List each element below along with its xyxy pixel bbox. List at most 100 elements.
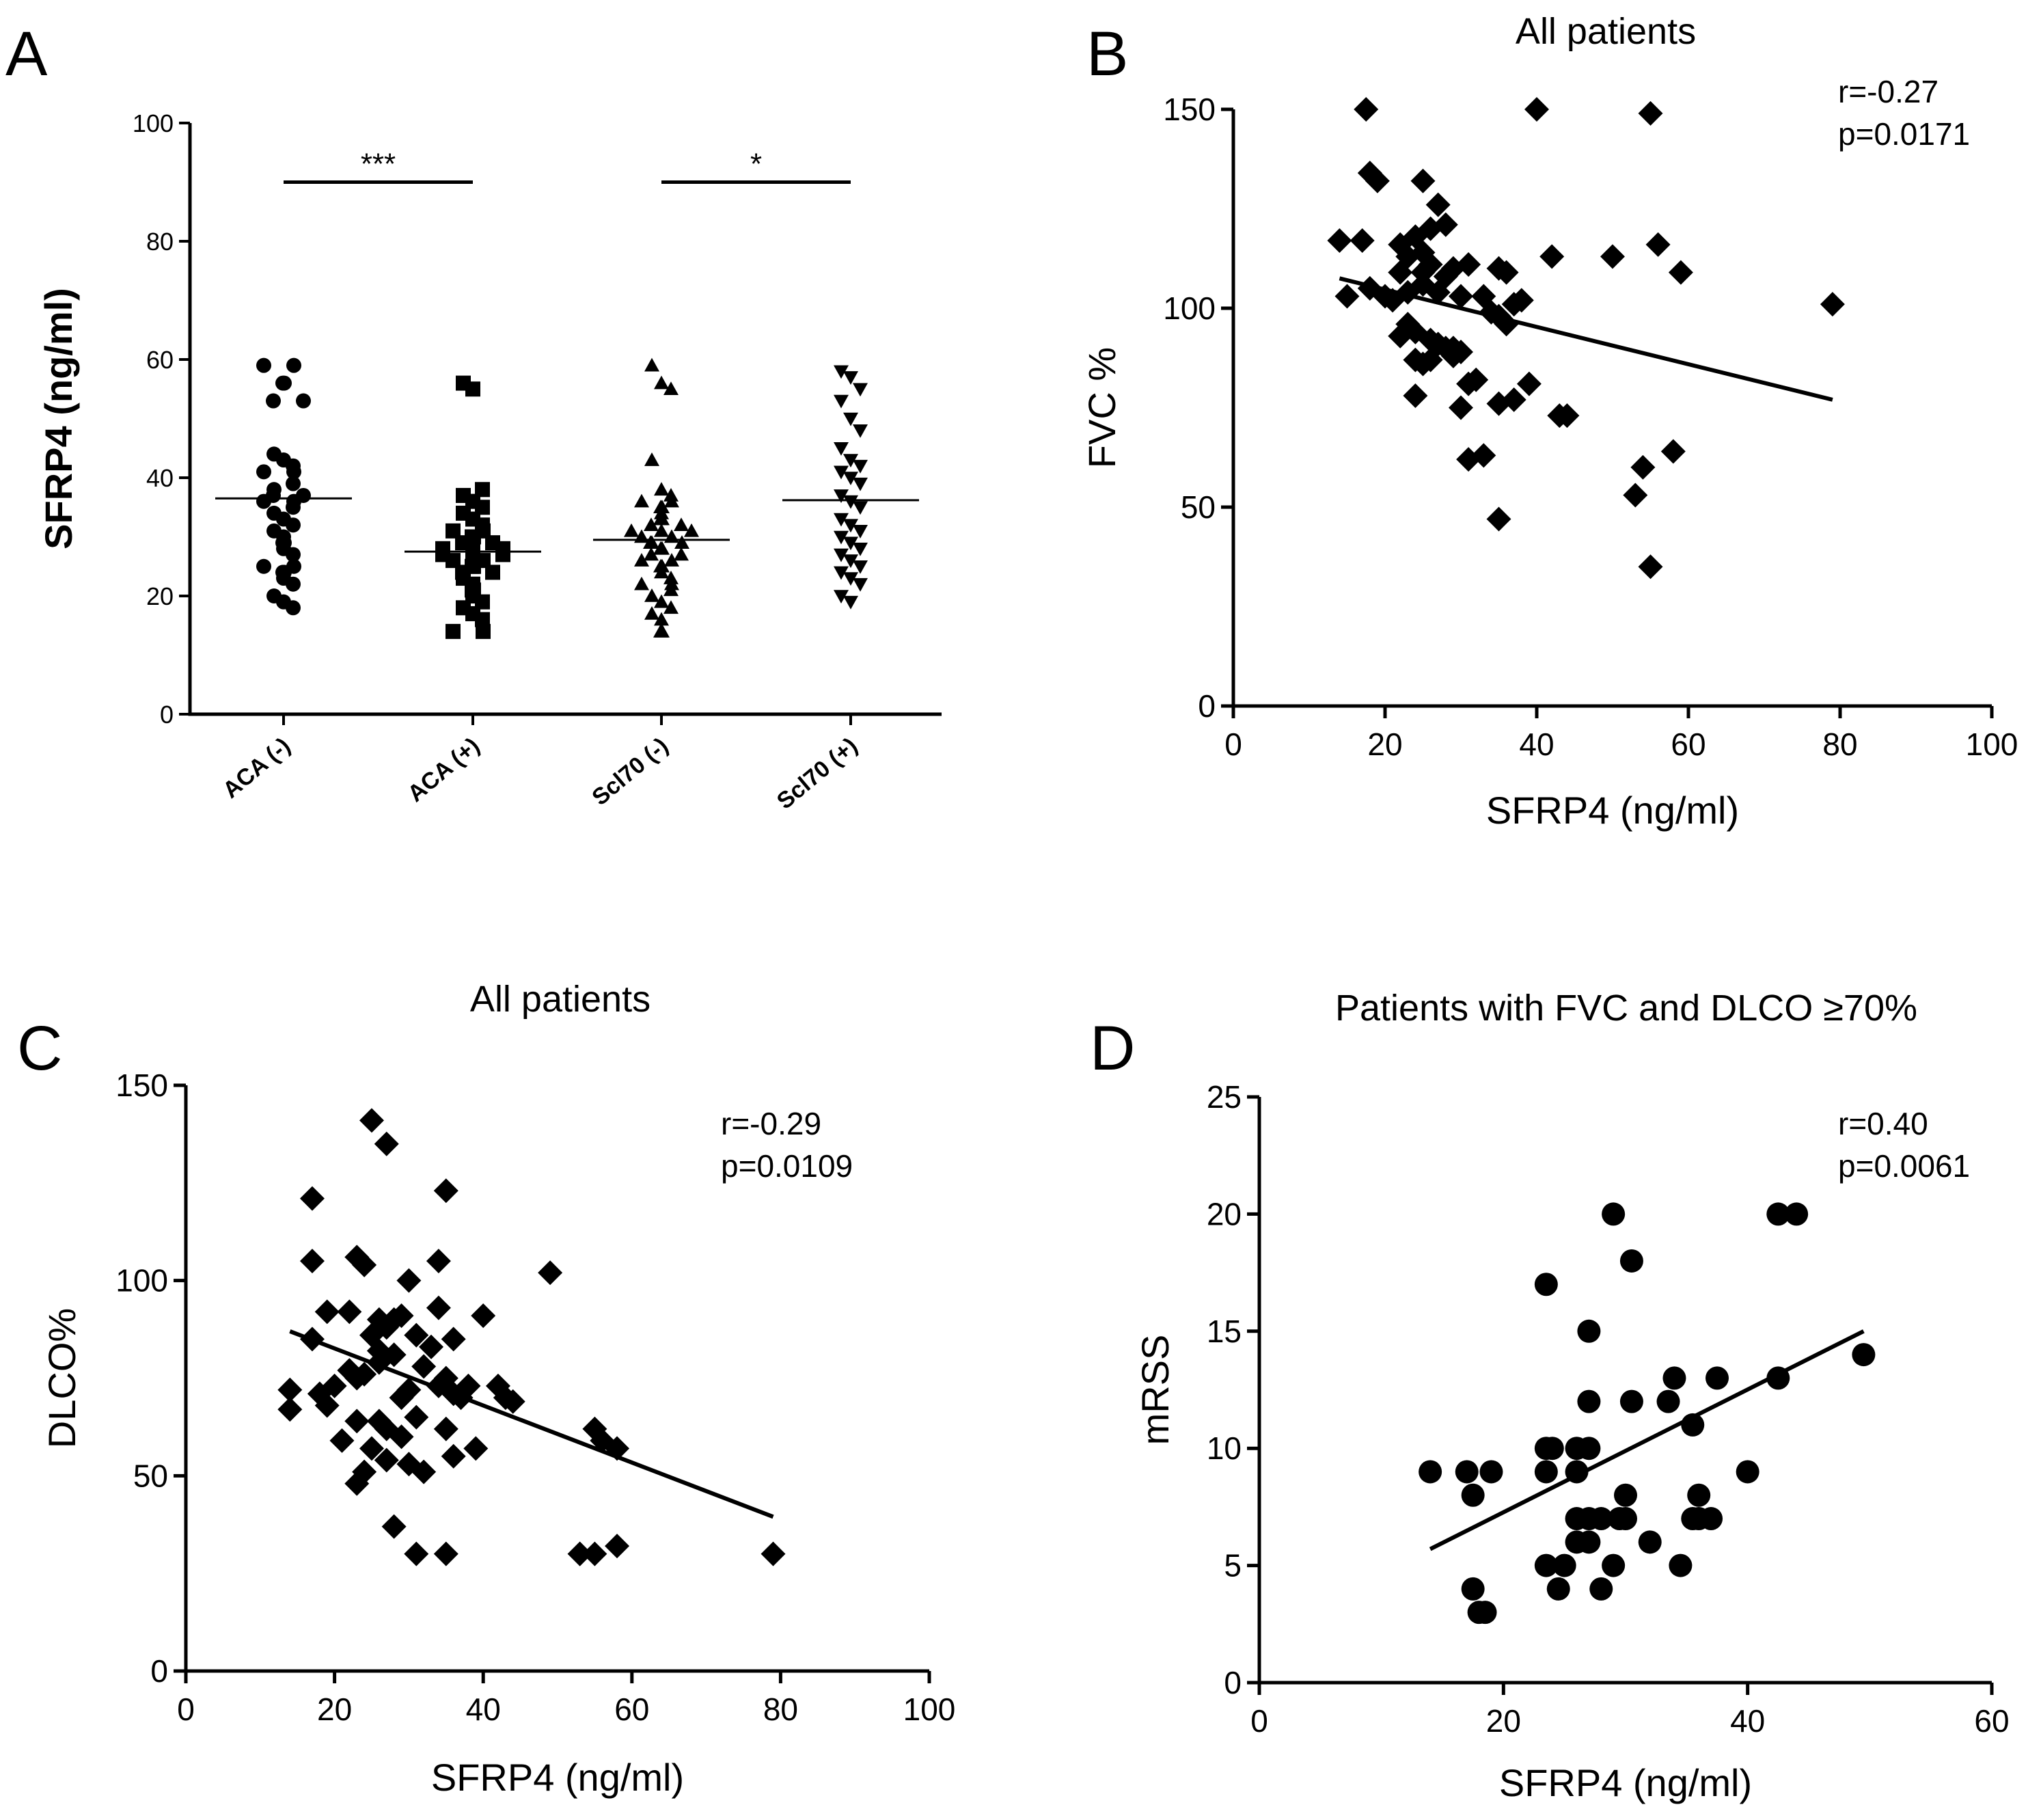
data-point xyxy=(404,1404,429,1430)
panel-b-chart: All patients 0 20 40 60 80 100 0 50 100 150 SFRP4… xyxy=(1080,11,2018,832)
data-point xyxy=(1473,1601,1497,1625)
y-tick-label: 25 xyxy=(1207,1079,1242,1115)
x-tick-label: 40 xyxy=(466,1692,501,1727)
panel-c-title: All patients xyxy=(470,979,650,1020)
significance-label: * xyxy=(750,148,762,181)
data-point xyxy=(1509,288,1534,313)
data-point xyxy=(1534,1273,1558,1296)
data-point xyxy=(654,505,669,519)
panel-b-stat-r: r=-0.27 xyxy=(1838,74,1939,109)
panel-b-regression-line xyxy=(1339,276,1833,402)
x-tick-label: 20 xyxy=(317,1692,352,1727)
y-tick-label: 80 xyxy=(146,228,174,256)
data-point xyxy=(853,459,868,474)
panel-b-points xyxy=(1327,97,1845,580)
data-point xyxy=(1554,403,1580,429)
data-point xyxy=(1602,1202,1626,1226)
y-tick-label: 0 xyxy=(1198,688,1216,724)
data-point xyxy=(1630,454,1656,480)
data-point xyxy=(1577,1530,1601,1554)
panel-d-ticks: 0 20 40 60 0 5 10 15 20 25 xyxy=(1207,1079,2010,1739)
data-point xyxy=(1540,1437,1564,1461)
data-point xyxy=(655,541,670,555)
panel-c-stat-p: p=0.0109 xyxy=(721,1148,853,1184)
data-point xyxy=(582,1541,607,1566)
panel-b-axes xyxy=(1231,109,1992,708)
data-point xyxy=(277,1397,303,1422)
panel-b-x-axis-label: SFRP4 (ng/ml) xyxy=(1486,789,1739,832)
data-point xyxy=(634,493,649,508)
panel-c-stat-r: r=-0.29 xyxy=(721,1106,821,1141)
data-point xyxy=(381,1514,407,1539)
data-point xyxy=(1334,284,1360,309)
y-tick-label: 100 xyxy=(1163,290,1216,326)
data-point xyxy=(834,442,849,456)
data-point xyxy=(1419,1460,1442,1484)
data-point xyxy=(1455,1460,1479,1484)
data-point xyxy=(654,612,669,626)
data-point xyxy=(664,493,679,508)
data-point xyxy=(286,357,301,373)
data-point xyxy=(1456,252,1481,277)
x-tick-label: 80 xyxy=(1822,726,1857,762)
data-point xyxy=(286,547,301,562)
data-point xyxy=(1660,439,1686,464)
y-tick-label: 50 xyxy=(1181,489,1216,525)
data-point xyxy=(843,412,858,426)
data-point xyxy=(1327,228,1352,254)
panel-d-points xyxy=(1419,1202,1876,1625)
panel-c-ticks: 0 20 40 60 80 100 0 50 100 150 xyxy=(115,1068,955,1727)
data-point xyxy=(381,1342,407,1368)
data-point xyxy=(674,547,689,561)
panel-c-y-axis-label: DLCO% xyxy=(40,1308,83,1448)
x-tick-label: 100 xyxy=(1966,726,2018,762)
data-point xyxy=(1479,1460,1503,1484)
data-point xyxy=(853,560,868,574)
y-tick-label: 5 xyxy=(1224,1548,1242,1584)
data-point xyxy=(624,523,639,537)
data-point xyxy=(634,576,649,590)
data-point xyxy=(834,394,849,409)
data-point xyxy=(286,476,301,491)
data-point xyxy=(1706,1366,1729,1390)
data-point xyxy=(1552,1553,1576,1577)
y-tick-label: 100 xyxy=(133,109,174,137)
data-point xyxy=(853,578,868,592)
data-point xyxy=(441,1443,466,1469)
data-point xyxy=(500,1389,525,1414)
data-point xyxy=(374,1448,399,1473)
data-point xyxy=(381,1307,407,1332)
y-tick-label: 150 xyxy=(115,1068,168,1103)
data-point xyxy=(475,482,490,498)
data-point xyxy=(1669,1553,1693,1577)
data-point xyxy=(644,357,659,372)
data-point xyxy=(286,500,301,515)
data-point xyxy=(1577,1389,1601,1413)
panel-d-regression-line xyxy=(1429,1329,1865,1551)
data-point xyxy=(644,606,659,620)
panel-d-title: Patients with FVC and DLCO ≥70% xyxy=(1335,988,1917,1029)
data-point xyxy=(843,371,858,385)
data-point xyxy=(389,1424,414,1450)
panel-label-a: A xyxy=(5,19,48,89)
data-point xyxy=(337,1299,362,1325)
x-tick-label: 60 xyxy=(614,1692,649,1727)
data-point xyxy=(1619,1249,1643,1273)
y-tick-label: 0 xyxy=(160,701,174,729)
x-tick-label: 0 xyxy=(1224,726,1242,762)
data-point xyxy=(1600,244,1625,269)
data-point xyxy=(843,472,858,485)
panel-a-significance: *** * xyxy=(284,148,851,184)
data-point xyxy=(396,1377,422,1402)
data-point xyxy=(834,465,849,480)
data-point xyxy=(433,1541,458,1566)
data-point xyxy=(654,565,669,579)
panel-a-points xyxy=(256,357,868,639)
data-point xyxy=(1464,367,1489,392)
data-point xyxy=(1785,1202,1809,1226)
panel-b-title: All patients xyxy=(1516,11,1696,52)
data-point xyxy=(277,375,292,391)
data-point xyxy=(485,565,500,580)
